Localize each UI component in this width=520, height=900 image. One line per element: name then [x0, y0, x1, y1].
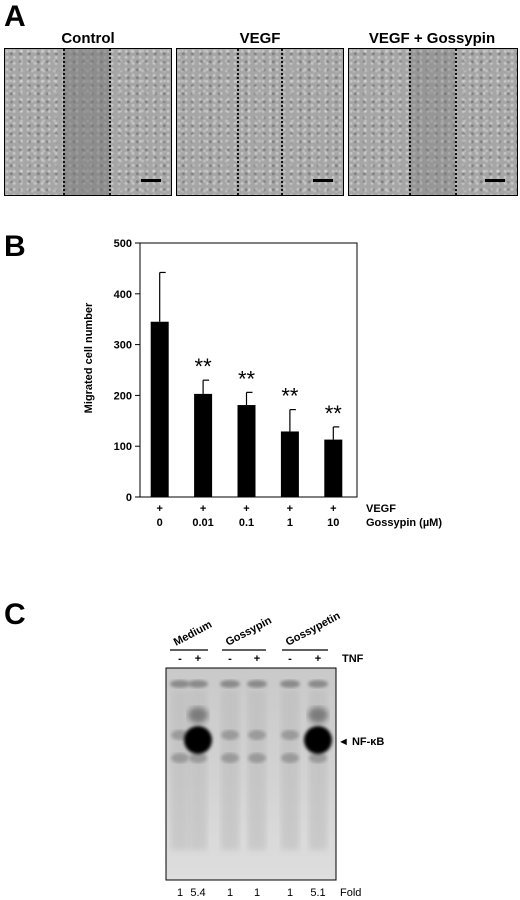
gel-band-lower — [281, 753, 299, 763]
fold-value: 1 — [227, 887, 233, 899]
condition-value: + — [156, 503, 162, 515]
condition-row-label: Gossypin (µM) — [366, 517, 442, 529]
tnf-sign: + — [254, 653, 260, 665]
wound-edge-left — [63, 49, 65, 195]
significance-mark: ** — [238, 366, 256, 391]
fold-value: 1 — [177, 887, 183, 899]
fold-value: 1 — [254, 887, 260, 899]
wound-edge-right — [281, 49, 283, 195]
y-tick-label: 400 — [114, 289, 132, 301]
micrograph-title-vegf-gossypin: VEGF + Gossypin — [368, 30, 496, 47]
y-tick-label: 100 — [114, 441, 132, 453]
micrograph-title-control: Control — [61, 30, 115, 47]
gel-band-lower — [221, 753, 239, 763]
condition-value: + — [287, 503, 293, 515]
gel-band-upper — [188, 707, 208, 723]
bar — [150, 321, 169, 497]
y-tick-label: 200 — [114, 390, 132, 402]
y-tick-label: 300 — [114, 340, 132, 352]
condition-value: + — [330, 503, 336, 515]
micrograph-vegf-gossypin — [348, 48, 518, 196]
fold-value: 5.4 — [190, 887, 205, 899]
gel-band-lower — [171, 753, 189, 763]
scale-bar — [485, 179, 505, 182]
gel-band-nfkb — [184, 726, 212, 754]
tnf-sign: + — [195, 653, 201, 665]
tnf-label: TNF — [342, 653, 364, 665]
condition-value: 1 — [287, 517, 293, 529]
gel-band-nfkb — [304, 726, 332, 754]
fold-value: 5.1 — [310, 887, 325, 899]
fold-label: Fold — [340, 887, 361, 899]
gel-band-lower — [248, 753, 266, 763]
scale-bar — [313, 179, 333, 182]
nfkb-band-label: ◄ NF-κB — [338, 736, 384, 748]
gel-well — [247, 680, 267, 688]
significance-mark: ** — [281, 384, 299, 409]
condition-value: + — [243, 503, 249, 515]
wound-edge-left — [237, 49, 239, 195]
scale-bar — [141, 179, 161, 182]
micrograph-title-vegf: VEGF — [239, 30, 281, 47]
gel-well — [308, 680, 328, 688]
gel-well — [188, 680, 208, 688]
gel-lane-smear — [221, 690, 239, 850]
bar — [280, 431, 299, 497]
panel-c-letter: C — [4, 598, 26, 631]
gel-band-upper — [308, 707, 328, 723]
group-label: Medium — [172, 618, 215, 648]
micrograph-vegf — [176, 48, 344, 196]
bar — [324, 439, 343, 497]
condition-value: 10 — [327, 517, 339, 529]
gel-lane-smear — [281, 690, 299, 850]
wound-gap — [63, 49, 109, 195]
condition-row-label: VEGF — [366, 503, 396, 515]
gel-well — [170, 680, 190, 688]
group-label: Gossypetin — [284, 610, 343, 649]
gel-well — [220, 680, 240, 688]
group-label: Gossypin — [224, 614, 274, 648]
gel-lane-smear — [171, 690, 189, 850]
tnf-sign: - — [288, 653, 292, 665]
condition-value: 0.01 — [192, 517, 213, 529]
gel-band-lower — [309, 753, 327, 763]
panel-a-letter: A — [4, 0, 26, 33]
condition-value: 0.1 — [239, 517, 254, 529]
significance-mark: ** — [195, 354, 213, 379]
y-tick-label: 500 — [114, 238, 132, 250]
wound-edge-left — [409, 49, 411, 195]
significance-mark: ** — [325, 401, 343, 426]
gel-well — [280, 680, 300, 688]
panel-b-letter: B — [4, 230, 26, 263]
condition-value: + — [200, 503, 206, 515]
wound-gap — [409, 49, 455, 195]
tnf-sign: - — [228, 653, 232, 665]
gel-band-weak — [281, 730, 299, 740]
gel-band-weak — [221, 730, 239, 740]
condition-value: 0 — [157, 517, 163, 529]
fold-value: 1 — [287, 887, 293, 899]
tnf-sign: - — [178, 653, 182, 665]
y-axis-label: Migrated cell number — [83, 302, 95, 413]
wound-edge-right — [455, 49, 457, 195]
micrograph-control — [4, 48, 172, 196]
y-tick-label: 0 — [126, 492, 132, 504]
tnf-sign: + — [315, 653, 321, 665]
bar — [237, 405, 256, 497]
wound-edge-right — [109, 49, 111, 195]
gel-band-lower — [189, 753, 207, 763]
bar — [194, 393, 213, 497]
gel-lane-smear — [248, 690, 266, 850]
gel-band-weak — [248, 730, 266, 740]
